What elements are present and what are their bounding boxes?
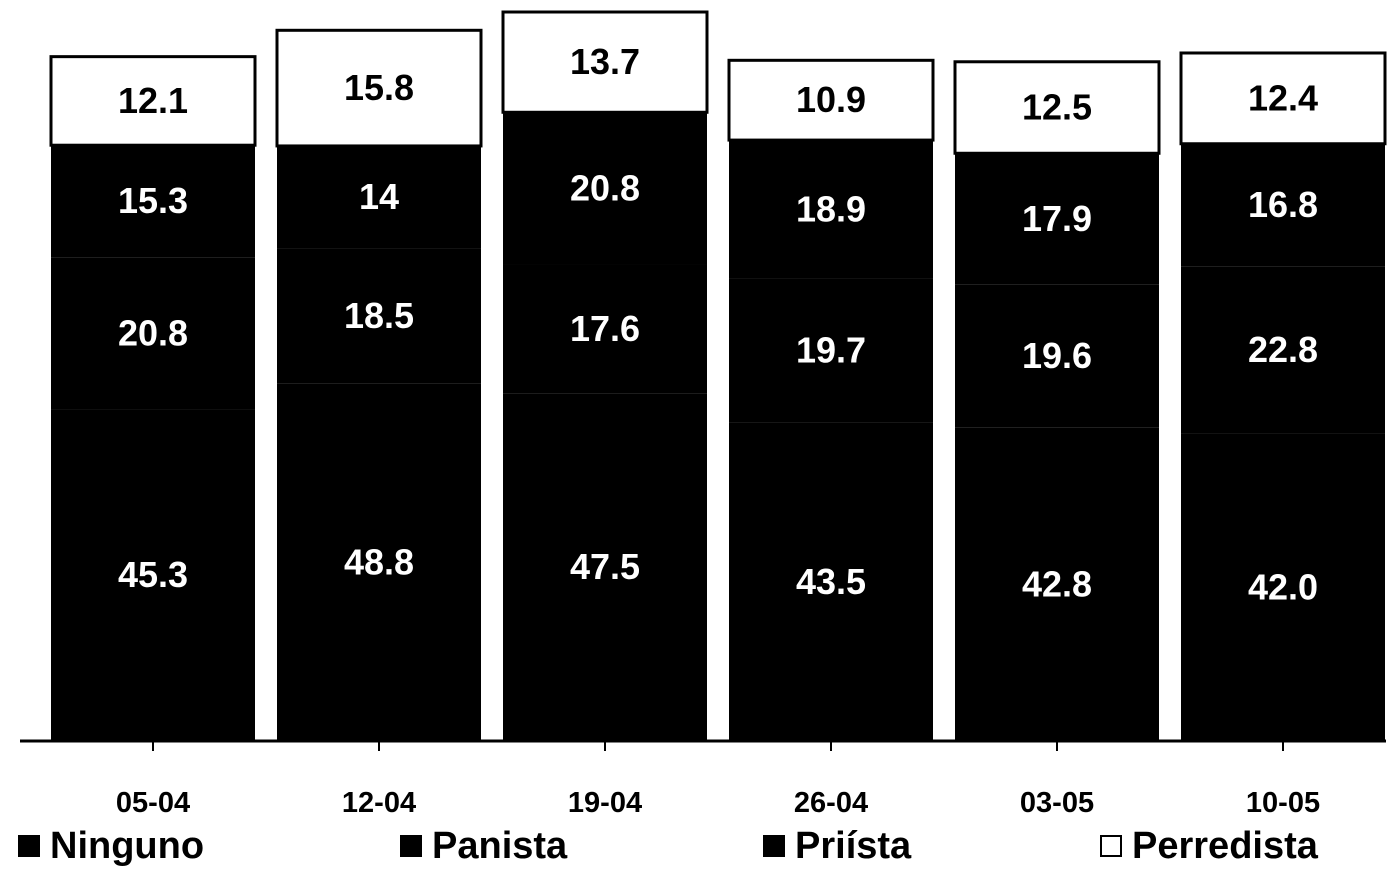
value-label-priista-05-04: 15.3 (118, 180, 188, 221)
value-label-priista-03-05: 17.9 (1022, 198, 1092, 239)
bar-segment-ninguno-05-04 (51, 409, 255, 741)
value-label-panista-19-04: 17.6 (570, 308, 640, 349)
value-label-perredista-12-04: 15.8 (344, 67, 414, 108)
bar-segment-priista-19-04 (503, 112, 707, 265)
legend-swatch (1100, 835, 1122, 857)
value-label-ninguno-19-04: 47.5 (570, 546, 640, 587)
legend-item-perredista: Perredista (1100, 826, 1318, 866)
bar-segment-perredista-03-05 (953, 60, 1161, 155)
bar-segment-perredista-26-04 (727, 58, 935, 142)
value-label-perredista-26-04: 10.9 (796, 79, 866, 120)
value-label-panista-26-04: 19.7 (796, 330, 866, 371)
x-tick-label: 26-04 (794, 787, 868, 819)
value-label-perredista-10-05: 12.4 (1248, 77, 1318, 118)
bar-segment-panista-19-04 (503, 264, 707, 394)
value-label-panista-10-05: 22.8 (1248, 329, 1318, 370)
value-label-priista-19-04: 20.8 (570, 167, 640, 208)
bar-segment-panista-12-04 (277, 248, 481, 384)
legend-swatch (400, 835, 422, 857)
segment-labels-group: 45.3 20.8 15.3 12.1 48.8 18.5 14 15.8 47.5 17.6 20… (118, 41, 1318, 607)
value-label-priista-26-04: 18.9 (796, 188, 866, 229)
bar-segment-priista-10-05 (1181, 143, 1385, 267)
value-label-perredista-05-04: 12.1 (118, 80, 188, 121)
x-tick-label: 19-04 (568, 787, 642, 819)
bar-segment-panista-05-04 (51, 257, 255, 410)
bar-segment-priista-12-04 (277, 145, 481, 249)
value-label-ninguno-10-05: 42.0 (1248, 566, 1318, 607)
bar-segment-perredista-10-05 (1179, 51, 1387, 146)
legend-label: Priísta (795, 825, 912, 867)
bar-segment-perredista-05-04 (49, 55, 257, 147)
value-label-perredista-03-05: 12.5 (1022, 87, 1092, 128)
value-label-priista-12-04: 14 (359, 176, 399, 217)
legend: Ninguno Panista Priísta Perredista (0, 820, 1388, 875)
legend-label: Perredista (1132, 825, 1318, 867)
value-label-panista-12-04: 18.5 (344, 295, 414, 336)
value-label-ninguno-03-05: 42.8 (1022, 563, 1092, 604)
x-ticks-group: 05-04 12-04 19-04 26-04 03-05 10-05 (116, 741, 1320, 819)
legend-item-priista: Priísta (763, 826, 911, 866)
value-label-perredista-19-04: 13.7 (570, 41, 640, 82)
value-label-panista-03-05: 19.6 (1022, 335, 1092, 376)
bar-segment-ninguno-03-05 (955, 427, 1159, 741)
stacked-bar-chart: 45.3 20.8 15.3 12.1 48.8 18.5 14 15.8 47.5 17.6 20… (20, 10, 1387, 819)
value-label-ninguno-12-04: 48.8 (344, 541, 414, 582)
bars-group (49, 10, 1387, 741)
bar-segment-ninguno-26-04 (729, 422, 933, 741)
bar-segment-priista-05-04 (51, 145, 255, 258)
x-tick-label: 12-04 (342, 787, 416, 819)
bar-segment-ninguno-19-04 (503, 393, 707, 741)
value-label-priista-10-05: 16.8 (1248, 184, 1318, 225)
value-label-panista-05-04: 20.8 (118, 312, 188, 353)
legend-label: Panista (432, 825, 568, 867)
legend-swatch (18, 835, 40, 857)
bar-segment-perredista-12-04 (275, 28, 483, 148)
x-tick-label: 10-05 (1246, 787, 1320, 819)
legend-item-panista: Panista (400, 826, 567, 866)
legend-item-ninguno: Ninguno (18, 826, 204, 866)
bar-segment-panista-26-04 (729, 278, 933, 423)
bar-segment-perredista-19-04 (501, 10, 709, 114)
legend-label: Ninguno (50, 825, 205, 867)
x-tick-label: 05-04 (116, 787, 190, 819)
bar-segment-priista-26-04 (729, 140, 933, 279)
bar-segment-priista-03-05 (955, 153, 1159, 285)
bar-segment-panista-10-05 (1181, 266, 1385, 434)
x-tick-label: 03-05 (1020, 787, 1094, 819)
bar-segment-ninguno-10-05 (1181, 433, 1385, 741)
bar-segment-panista-03-05 (955, 284, 1159, 428)
legend-swatch (763, 835, 785, 857)
value-label-ninguno-05-04: 45.3 (118, 554, 188, 595)
value-label-ninguno-26-04: 43.5 (796, 561, 866, 602)
bar-segment-ninguno-12-04 (277, 383, 481, 741)
